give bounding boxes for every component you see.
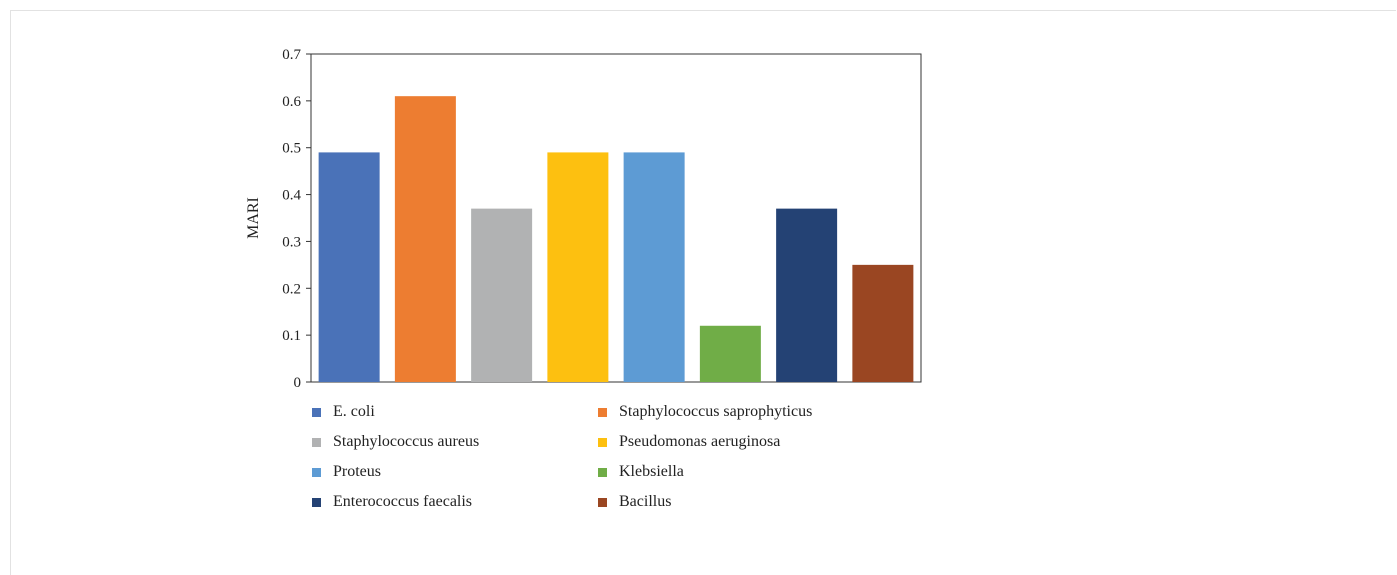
bar — [394, 96, 456, 383]
legend-swatch — [312, 437, 321, 447]
legend-label: E. coli — [333, 403, 375, 420]
bar — [623, 152, 685, 382]
legend-swatch — [598, 437, 607, 447]
y-tick-label: 0.1 — [282, 328, 301, 344]
legend-label: Pseudomonas aeruginosa — [619, 433, 781, 450]
y-tick-label: 0.3 — [282, 234, 301, 250]
y-tick-label: 0.7 — [282, 47, 301, 63]
y-tick-label: 0.6 — [282, 94, 301, 110]
legend-item: Pseudomonas aeruginosa — [598, 430, 898, 454]
legend-label: Staphylococcus saprophyticus — [619, 403, 813, 420]
bar — [471, 208, 533, 382]
legend-item: Klebsiella — [598, 460, 898, 484]
legend-label: Klebsiella — [619, 463, 684, 480]
legend-label: Staphylococcus aureus — [333, 433, 480, 450]
legend-swatch — [312, 407, 321, 417]
figure-frame — [10, 10, 1396, 575]
plot-area-frame — [310, 53, 922, 383]
legend-swatch — [598, 497, 607, 507]
bar — [852, 264, 914, 382]
legend-label: Enterococcus faecalis — [333, 493, 473, 510]
legend-swatch — [598, 467, 607, 477]
legend-swatch — [598, 407, 607, 417]
y-tick-label: 0 — [294, 375, 302, 391]
legend-item: Staphylococcus aureus — [312, 430, 598, 454]
bar — [547, 152, 609, 382]
legend-label: Proteus — [333, 463, 381, 480]
y-tick-label: 0.5 — [282, 141, 301, 157]
legend-label: Bacillus — [619, 493, 672, 510]
bar — [318, 152, 380, 382]
chart-legend: E. coli Staphylococcus saprophyticus Staph… — [312, 400, 898, 514]
y-tick-label: 0.2 — [282, 281, 301, 297]
legend-swatch — [312, 497, 321, 507]
legend-swatch — [312, 467, 321, 477]
y-tick-label: 0.4 — [282, 188, 301, 204]
legend-item: Bacillus — [598, 490, 898, 514]
legend-item: E. coli — [312, 400, 598, 424]
bar — [776, 208, 838, 382]
legend-item: Enterococcus faecalis — [312, 490, 598, 514]
bar — [699, 325, 761, 382]
y-axis-label: MARI — [245, 197, 262, 239]
bar-chart: 0 0.1 0.2 0.3 0.4 0.5 0.6 0.7 MARI — [245, 47, 922, 391]
legend-item: Staphylococcus saprophyticus — [598, 400, 898, 424]
legend-item: Proteus — [312, 460, 598, 484]
